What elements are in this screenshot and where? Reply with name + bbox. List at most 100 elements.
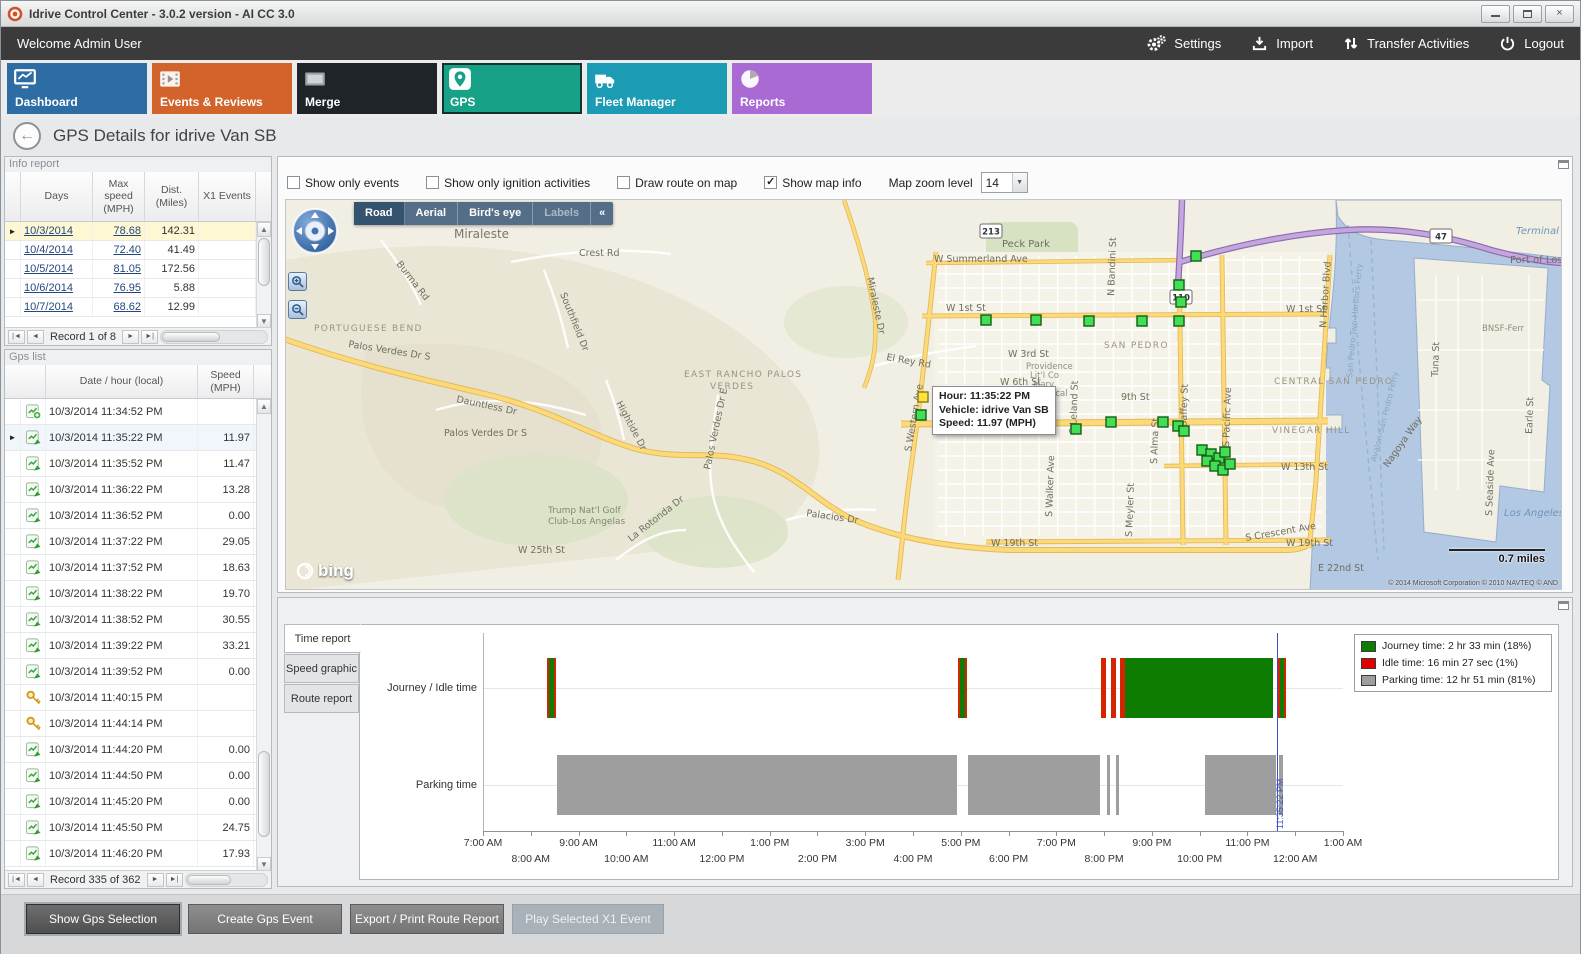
scrollbar-thumb[interactable] bbox=[258, 751, 270, 837]
horizontal-scrollbar[interactable] bbox=[184, 872, 268, 887]
selected-gps-marker[interactable] bbox=[917, 391, 929, 403]
nav-prev-button[interactable]: ◄ bbox=[27, 872, 44, 887]
column-header-days[interactable]: Days bbox=[21, 172, 93, 221]
info-report-row[interactable]: 10/7/2014 68.62 12.99 bbox=[5, 298, 271, 317]
gps-marker[interactable] bbox=[1190, 250, 1202, 262]
tile-events-reviews[interactable]: Events & Reviews bbox=[152, 63, 292, 114]
max-speed-link[interactable]: 78.68 bbox=[113, 225, 141, 237]
export-print-route-report-button[interactable]: Export / Print Route Report bbox=[350, 904, 504, 934]
gps-list-row[interactable]: 10/3/2014 11:44:50 PM 0.00 bbox=[5, 763, 271, 789]
gps-marker[interactable] bbox=[1083, 315, 1095, 327]
gps-list-row[interactable]: 10/3/2014 11:45:20 PM 0.00 bbox=[5, 789, 271, 815]
nav-last-button[interactable]: ►| bbox=[165, 872, 183, 887]
max-speed-link[interactable]: 76.95 bbox=[113, 282, 141, 294]
info-report-row[interactable]: 10/4/2014 72.40 41.49 bbox=[5, 241, 271, 260]
gps-list-row[interactable]: 10/3/2014 11:39:22 PM 33.21 bbox=[5, 633, 271, 659]
tile-fleet-manager[interactable]: Fleet Manager bbox=[587, 63, 727, 114]
close-button[interactable]: × bbox=[1545, 4, 1574, 23]
tab-route-report[interactable]: Route report bbox=[284, 684, 359, 713]
gps-marker[interactable] bbox=[915, 409, 927, 421]
map-filter-checkbox[interactable] bbox=[287, 176, 300, 189]
gps-marker[interactable] bbox=[1173, 315, 1185, 327]
horizontal-scrollbar[interactable] bbox=[160, 329, 268, 344]
tab-speed-graphic[interactable]: Speed graphic bbox=[284, 654, 359, 683]
gps-list-row[interactable]: 10/3/2014 11:38:52 PM 30.55 bbox=[5, 607, 271, 633]
gps-marker[interactable] bbox=[1175, 296, 1187, 308]
day-link[interactable]: 10/3/2014 bbox=[24, 225, 73, 237]
gps-list-row[interactable]: 10/3/2014 11:45:50 PM 24.75 bbox=[5, 815, 271, 841]
tile-dashboard[interactable]: Dashboard bbox=[7, 63, 147, 114]
gps-list-row[interactable]: 10/3/2014 11:35:52 PM 11.47 bbox=[5, 451, 271, 477]
gps-list-row[interactable]: 10/3/2014 11:36:22 PM 13.28 bbox=[5, 477, 271, 503]
transfer-activities-button[interactable]: Transfer Activities bbox=[1343, 35, 1469, 52]
day-link[interactable]: 10/7/2014 bbox=[24, 301, 73, 313]
max-speed-link[interactable]: 72.40 bbox=[113, 244, 141, 256]
scroll-up-icon[interactable]: ▲ bbox=[257, 399, 271, 414]
gps-marker[interactable] bbox=[1219, 446, 1231, 458]
tile-gps[interactable]: GPS bbox=[442, 63, 582, 114]
gps-marker[interactable] bbox=[1178, 425, 1190, 437]
scrollbar-thumb[interactable] bbox=[162, 331, 221, 342]
scroll-down-icon[interactable]: ▼ bbox=[257, 314, 271, 329]
panel-maximize-icon[interactable] bbox=[1558, 160, 1569, 169]
nav-last-button[interactable]: ►| bbox=[141, 329, 159, 344]
tab-time-report[interactable]: Time report bbox=[284, 624, 361, 653]
map-zoom-in-button[interactable] bbox=[288, 272, 307, 291]
map-view-aerial[interactable]: Aerial bbox=[405, 202, 459, 225]
import-button[interactable]: Import bbox=[1251, 35, 1313, 52]
tile-reports[interactable]: Reports bbox=[732, 63, 872, 114]
column-header-speed[interactable]: Speed (MPH) bbox=[198, 365, 254, 398]
map-view-labels[interactable]: Labels bbox=[533, 202, 592, 225]
gps-list-row[interactable]: 10/3/2014 11:34:52 PM bbox=[5, 399, 271, 425]
gps-list-row[interactable]: ► 10/3/2014 11:35:22 PM 11.97 bbox=[5, 425, 271, 451]
map-view-birdseye[interactable]: Bird's eye bbox=[458, 202, 534, 225]
day-link[interactable]: 10/5/2014 bbox=[24, 263, 73, 275]
nav-first-button[interactable]: |◄ bbox=[8, 872, 25, 887]
tile-merge[interactable]: Merge bbox=[297, 63, 437, 114]
gps-list-row[interactable]: 10/3/2014 11:37:22 PM 29.05 bbox=[5, 529, 271, 555]
timeline-chart[interactable]: Journey / Idle time Parking time 11:35:2… bbox=[359, 624, 1559, 880]
scrollbar-thumb[interactable] bbox=[258, 238, 270, 286]
column-header-x1-events[interactable]: X1 Events bbox=[199, 172, 256, 221]
max-speed-link[interactable]: 68.62 bbox=[113, 301, 141, 313]
map-filter-checkbox[interactable] bbox=[426, 176, 440, 189]
info-report-row[interactable]: 10/5/2014 81.05 172.56 bbox=[5, 260, 271, 279]
map-zoom-select[interactable]: 14 ▼ bbox=[980, 172, 1028, 193]
info-report-row[interactable]: 10/6/2014 76.95 5.88 bbox=[5, 279, 271, 298]
gps-marker[interactable] bbox=[1105, 416, 1117, 428]
panel-maximize-icon[interactable] bbox=[1558, 601, 1569, 610]
gps-list-row[interactable]: 10/3/2014 11:39:52 PM 0.00 bbox=[5, 659, 271, 685]
gps-marker[interactable] bbox=[1136, 315, 1148, 327]
nav-next-button[interactable]: ► bbox=[122, 329, 140, 344]
scrollbar-thumb[interactable] bbox=[186, 874, 232, 885]
max-speed-link[interactable]: 81.05 bbox=[113, 263, 141, 275]
collapse-icon[interactable]: « bbox=[599, 207, 606, 219]
gps-marker[interactable] bbox=[1217, 464, 1229, 476]
gps-marker[interactable] bbox=[1173, 279, 1185, 291]
gps-list-row[interactable]: 10/3/2014 11:37:52 PM 18.63 bbox=[5, 555, 271, 581]
show-gps-selection-button[interactable]: Show Gps Selection bbox=[26, 904, 180, 934]
map-compass-control[interactable] bbox=[291, 207, 339, 255]
nav-first-button[interactable]: |◄ bbox=[8, 329, 25, 344]
column-header-distance[interactable]: Dist. (Miles) bbox=[145, 172, 199, 221]
day-link[interactable]: 10/6/2014 bbox=[24, 282, 73, 294]
gps-marker[interactable] bbox=[1224, 458, 1236, 470]
gps-marker[interactable] bbox=[1157, 416, 1169, 428]
maximize-button[interactable] bbox=[1513, 4, 1542, 23]
gps-list-row[interactable]: 10/3/2014 11:40:15 PM bbox=[5, 685, 271, 711]
map-filter-checkbox[interactable]: ✓ bbox=[764, 176, 778, 189]
day-link[interactable]: 10/4/2014 bbox=[24, 244, 73, 256]
chart-plot-area[interactable]: 11:35:22 PM bbox=[483, 633, 1343, 831]
gps-vertical-scrollbar[interactable]: ▲ ▼ bbox=[256, 399, 271, 872]
map-zoom-out-button[interactable] bbox=[288, 300, 307, 319]
gps-list-row[interactable]: 10/3/2014 11:36:52 PM 0.00 bbox=[5, 503, 271, 529]
back-button[interactable]: ← bbox=[13, 122, 41, 150]
column-header-max-speed[interactable]: Max speed (MPH) bbox=[93, 172, 145, 221]
create-gps-event-button[interactable]: Create Gps Event bbox=[188, 904, 342, 934]
gps-list-row[interactable]: 10/3/2014 11:46:20 PM 17.93 bbox=[5, 841, 271, 867]
gps-list-row[interactable]: 10/3/2014 11:38:22 PM 19.70 bbox=[5, 581, 271, 607]
gps-list-row[interactable]: 10/3/2014 11:44:20 PM 0.00 bbox=[5, 737, 271, 763]
gps-list-row[interactable]: 10/3/2014 11:44:14 PM bbox=[5, 711, 271, 737]
